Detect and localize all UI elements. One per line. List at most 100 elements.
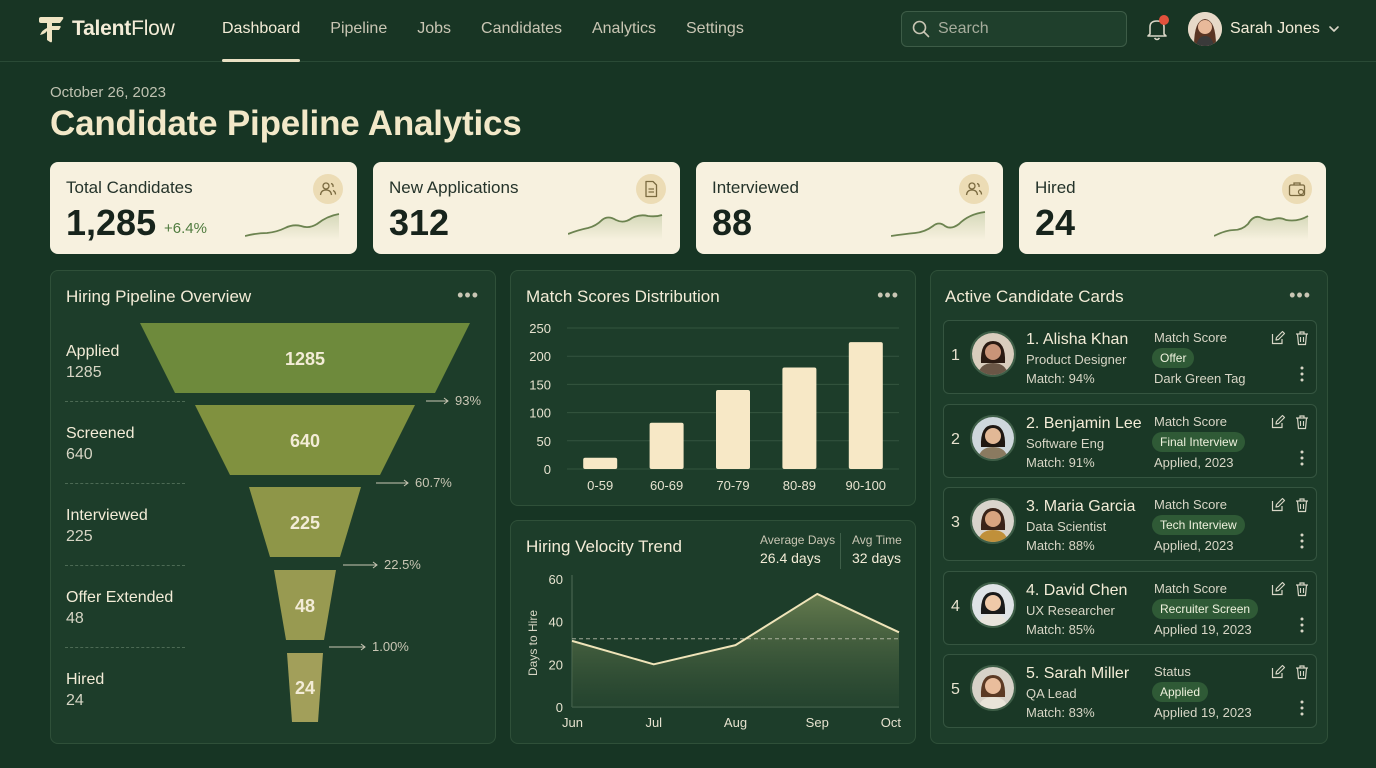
funnel-bar-value: 1285 [285,349,325,369]
trash-icon[interactable] [1294,414,1310,430]
kpi-sparkline [1214,215,1309,240]
kpi-card-total-candidates[interactable]: Total Candidates 1,285 +6.4% [50,162,357,254]
candidate-card-3[interactable]: 3 3. Maria Garcia Data Scientist Match: … [943,487,1317,561]
funnel-bar-interviewed [249,487,361,557]
more-options-icon[interactable]: ••• [457,285,479,305]
y-tick-label: 0 [556,700,563,715]
funnel-bar-value: 640 [290,431,320,451]
edit-icon[interactable] [1270,581,1286,597]
nav-jobs[interactable]: Jobs [417,20,452,37]
kebab-menu-icon[interactable] [1296,449,1308,467]
candidate-sub-info: Applied 19, 2023 [1154,621,1252,637]
funnel-stage-offer: Offer Extended 48 [66,587,173,629]
candidate-rank: 1 [951,347,960,364]
candidate-card-1[interactable]: 1 1. Alisha Khan Product Designer Match:… [943,320,1317,394]
kebab-menu-icon[interactable] [1296,699,1308,717]
briefcase-icon [1282,174,1312,204]
trash-icon[interactable] [1294,664,1310,680]
x-tick-label: Jun [562,715,583,730]
more-options-icon[interactable]: ••• [877,285,899,305]
bar [848,342,883,469]
y-tick-label: 100 [529,406,551,421]
kebab-menu-icon[interactable] [1296,365,1308,383]
kpi-card-interviewed[interactable]: Interviewed 88 [696,162,1003,254]
nav-analytics[interactable]: Analytics [591,20,656,37]
kebab-menu-icon[interactable] [1296,616,1308,634]
candidate-photo [970,414,1016,461]
y-tick-label: 150 [529,377,551,392]
funnel-divider [65,483,185,484]
brand-logo[interactable]: TalentFlow [38,14,175,44]
brand-name: TalentFlow [72,17,175,41]
kebab-menu-icon[interactable] [1296,532,1308,550]
candidate-photo [970,581,1016,628]
candidate-card-5[interactable]: 5 5. Sarah Miller QA Lead Match: 83% Sta… [943,654,1317,728]
kpi-label: Total Candidates [66,178,193,197]
candidate-status-label: Match Score [1154,413,1227,429]
funnel-stage-count: 24 [66,692,84,709]
funnel-bar-screened [195,405,415,475]
funnel-stage-count: 48 [66,610,84,627]
arrow-right-icon [343,561,378,568]
panel-title: Hiring Velocity Trend [526,537,682,556]
nav-dashboard[interactable]: Dashboard [222,0,301,62]
candidate-match: Match: 91% [1026,454,1095,470]
candidate-photo [970,665,1016,711]
velocity-stat-average: Average Days 26.4 days [760,533,835,566]
candidate-stage-badge: Offer [1152,348,1195,368]
kpi-sparkline [891,211,986,240]
notification-bell-icon[interactable] [1145,16,1169,42]
search-input[interactable] [938,20,1108,38]
nav-candidates[interactable]: Candidates [481,20,562,37]
brand-name-bold: Talent [72,17,132,40]
trash-icon[interactable] [1294,330,1310,346]
y-tick-label: 0 [544,462,551,477]
edit-icon[interactable] [1270,414,1286,430]
panel-title: Active Candidate Cards [945,287,1124,306]
kpi-delta: +6.4% [164,220,207,237]
candidate-status-label: Match Score [1154,330,1227,345]
conversion-rate-4: 1.00% [329,639,409,654]
trash-icon[interactable] [1294,581,1310,597]
y-tick-label: 200 [529,349,551,364]
candidate-role: QA Lead [1026,686,1077,701]
funnel-stage-count: 1285 [66,364,102,381]
candidate-card-2[interactable]: 2 2. Benjamin Lee Software Eng Match: 91… [943,403,1317,478]
velocity-stat-avg-time: Avg Time 32 days [852,533,902,566]
bar [716,390,750,469]
nav-pipeline[interactable]: Pipeline [330,20,388,37]
candidate-card-4[interactable]: 4 4. David Chen UX Researcher Match: 85%… [943,570,1317,645]
candidate-name: 1. Alisha Khan [1026,331,1129,348]
edit-icon[interactable] [1270,330,1286,346]
main-nav: Dashboard Pipeline Jobs Candidates Analy… [222,0,744,62]
nav-settings[interactable]: Settings [686,20,744,37]
conversion-rate-3: 22.5% [343,557,421,572]
avatar-illustration [972,333,1014,375]
bar [583,457,618,469]
y-tick-label: 50 [537,434,551,449]
area-fill [572,593,899,707]
funnel-divider [65,565,185,566]
candidate-name: 3. Maria Garcia [1026,498,1136,515]
funnel-bar-value: 225 [290,513,320,533]
document-icon [636,174,666,204]
conversion-rate-value: 1.00% [372,639,409,654]
edit-icon[interactable] [1270,497,1286,513]
kpi-card-hired[interactable]: Hired 24 [1019,162,1326,254]
series-line [571,592,900,666]
trash-icon[interactable] [1294,497,1310,513]
funnel-bar-value: 24 [295,678,315,698]
kpi-sparkline [245,213,340,240]
edit-icon[interactable] [1270,664,1286,680]
x-tick-label: 60-69 [650,478,683,493]
search-box[interactable] [901,11,1127,47]
candidate-match: Match: 88% [1026,538,1095,553]
stat-value: 26.4 days [760,550,821,566]
notification-badge [1159,15,1169,25]
avatar-illustration [972,500,1014,542]
more-options-icon[interactable]: ••• [1289,285,1311,305]
funnel-stage-screened: Screened 640 [66,423,135,465]
candidate-role: Data Scientist [1026,519,1107,534]
user-menu[interactable]: Sarah Jones [1188,12,1340,46]
kpi-card-new-applications[interactable]: New Applications 312 [373,162,680,254]
